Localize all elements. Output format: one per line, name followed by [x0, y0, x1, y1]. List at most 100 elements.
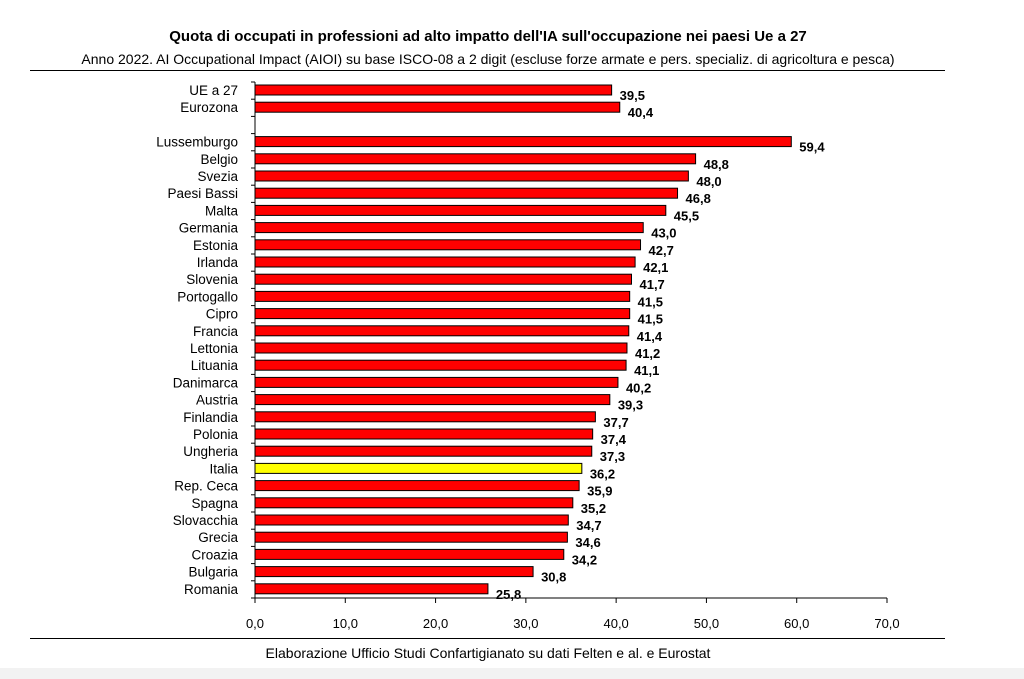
x-tick-label: 0,0: [246, 616, 264, 631]
bar-portogallo: [254, 290, 631, 302]
bar-bulgaria: [254, 566, 534, 578]
bar-slovacchia: [254, 514, 569, 526]
value-label: 25,8: [496, 587, 521, 602]
bar-ungheria: [254, 445, 593, 457]
category-label: Estonia: [193, 238, 239, 253]
category-label: Lussemburgo: [156, 135, 238, 150]
category-label: Austria: [196, 393, 239, 408]
bar-rep-ceca: [254, 480, 580, 492]
x-tick-label: 40,0: [603, 616, 628, 631]
category-label: Ungheria: [183, 444, 238, 459]
value-label: 30,8: [541, 570, 566, 585]
bar-germania: [254, 222, 644, 234]
category-label: Romania: [184, 582, 239, 597]
category-label: Germania: [179, 221, 239, 236]
value-label: 41,7: [639, 277, 664, 292]
value-label: 34,7: [576, 518, 601, 533]
bar-grecia: [254, 531, 568, 543]
category-label: Eurozona: [180, 100, 238, 115]
x-tick-label: 70,0: [874, 616, 899, 631]
bar-paesi-bassi: [254, 187, 679, 199]
category-label: Lettonia: [190, 341, 239, 356]
bar-lussemburgo: [254, 136, 792, 148]
category-label: Portogallo: [177, 289, 238, 304]
category-label: Francia: [193, 324, 239, 339]
bar-lituania: [254, 359, 627, 371]
value-label: 48,8: [704, 157, 729, 172]
bar-irlanda: [254, 256, 636, 268]
bar-polonia: [254, 428, 594, 440]
value-label: 41,5: [638, 294, 663, 309]
value-label: 39,3: [618, 398, 643, 413]
top-rule: [30, 70, 945, 71]
category-label: Danimarca: [173, 375, 239, 390]
category-label: Croazia: [191, 547, 238, 562]
source-footer: Elaborazione Ufficio Studi Confartigiana…: [265, 645, 711, 661]
value-label: 45,5: [674, 208, 699, 223]
value-label: 37,3: [600, 449, 625, 464]
bar-italia: [254, 462, 583, 474]
x-tick-label: 50,0: [694, 616, 719, 631]
category-label: Finlandia: [183, 410, 238, 425]
category-label: Paesi Bassi: [167, 186, 238, 201]
value-label: 41,2: [635, 346, 660, 361]
value-label: 37,7: [603, 415, 628, 430]
category-label: Grecia: [198, 530, 238, 545]
value-label: 37,4: [601, 432, 627, 447]
value-label: 42,1: [643, 260, 668, 275]
x-tick-label: 20,0: [423, 616, 448, 631]
value-label: 41,5: [638, 312, 663, 327]
category-label: Malta: [205, 203, 239, 218]
category-label: Belgio: [200, 152, 238, 167]
category-label: Rep. Ceca: [174, 479, 238, 494]
bar-svezia: [254, 170, 689, 182]
x-tick-label: 60,0: [784, 616, 809, 631]
chart-title: Quota di occupati in professioni ad alto…: [169, 28, 807, 45]
value-label: 35,2: [581, 501, 606, 516]
chart-subtitle: Anno 2022. AI Occupational Impact (AIOI)…: [81, 51, 895, 67]
value-label: 59,4: [799, 140, 825, 155]
category-label: Italia: [209, 461, 238, 476]
category-label: Cipro: [206, 307, 238, 322]
category-label: Polonia: [193, 427, 239, 442]
bar-danimarca: [254, 376, 619, 388]
bar-austria: [254, 394, 611, 406]
x-tick-label: 30,0: [513, 616, 538, 631]
bar-romania: [254, 583, 489, 595]
value-label: 41,1: [634, 363, 659, 378]
value-label: 36,2: [590, 466, 615, 481]
category-label: UE a 27: [189, 83, 238, 98]
bar-finlandia: [254, 411, 596, 423]
value-label: 40,4: [628, 105, 654, 120]
bar-spagna: [254, 497, 574, 509]
value-label: 34,6: [575, 535, 600, 550]
bar-belgio: [254, 153, 697, 165]
category-label: Lituania: [191, 358, 239, 373]
value-label: 46,8: [686, 191, 711, 206]
bar-slovenia: [254, 273, 632, 285]
page-bottom-strip: [0, 668, 1024, 679]
category-label: Slovacchia: [173, 513, 239, 528]
bar-ue-a-27: [254, 84, 613, 96]
x-tick-label: 10,0: [333, 616, 358, 631]
category-label: Slovenia: [186, 272, 238, 287]
bar-malta: [254, 204, 667, 216]
bar-croazia: [254, 548, 565, 560]
value-label: 42,7: [649, 243, 674, 258]
value-label: 40,2: [626, 380, 651, 395]
value-label: 48,0: [696, 174, 721, 189]
bar-cipro: [254, 308, 631, 320]
value-label: 41,4: [637, 329, 663, 344]
bar-eurozona: [254, 101, 621, 113]
value-label: 39,5: [620, 88, 645, 103]
category-label: Spagna: [191, 496, 238, 511]
bar-francia: [254, 325, 630, 337]
category-label: Irlanda: [197, 255, 239, 270]
bar-lettonia: [254, 342, 628, 354]
value-label: 35,9: [587, 484, 612, 499]
value-label: 34,2: [572, 552, 597, 567]
bar-estonia: [254, 239, 642, 251]
bottom-rule: [30, 638, 945, 639]
category-label: Svezia: [197, 169, 238, 184]
